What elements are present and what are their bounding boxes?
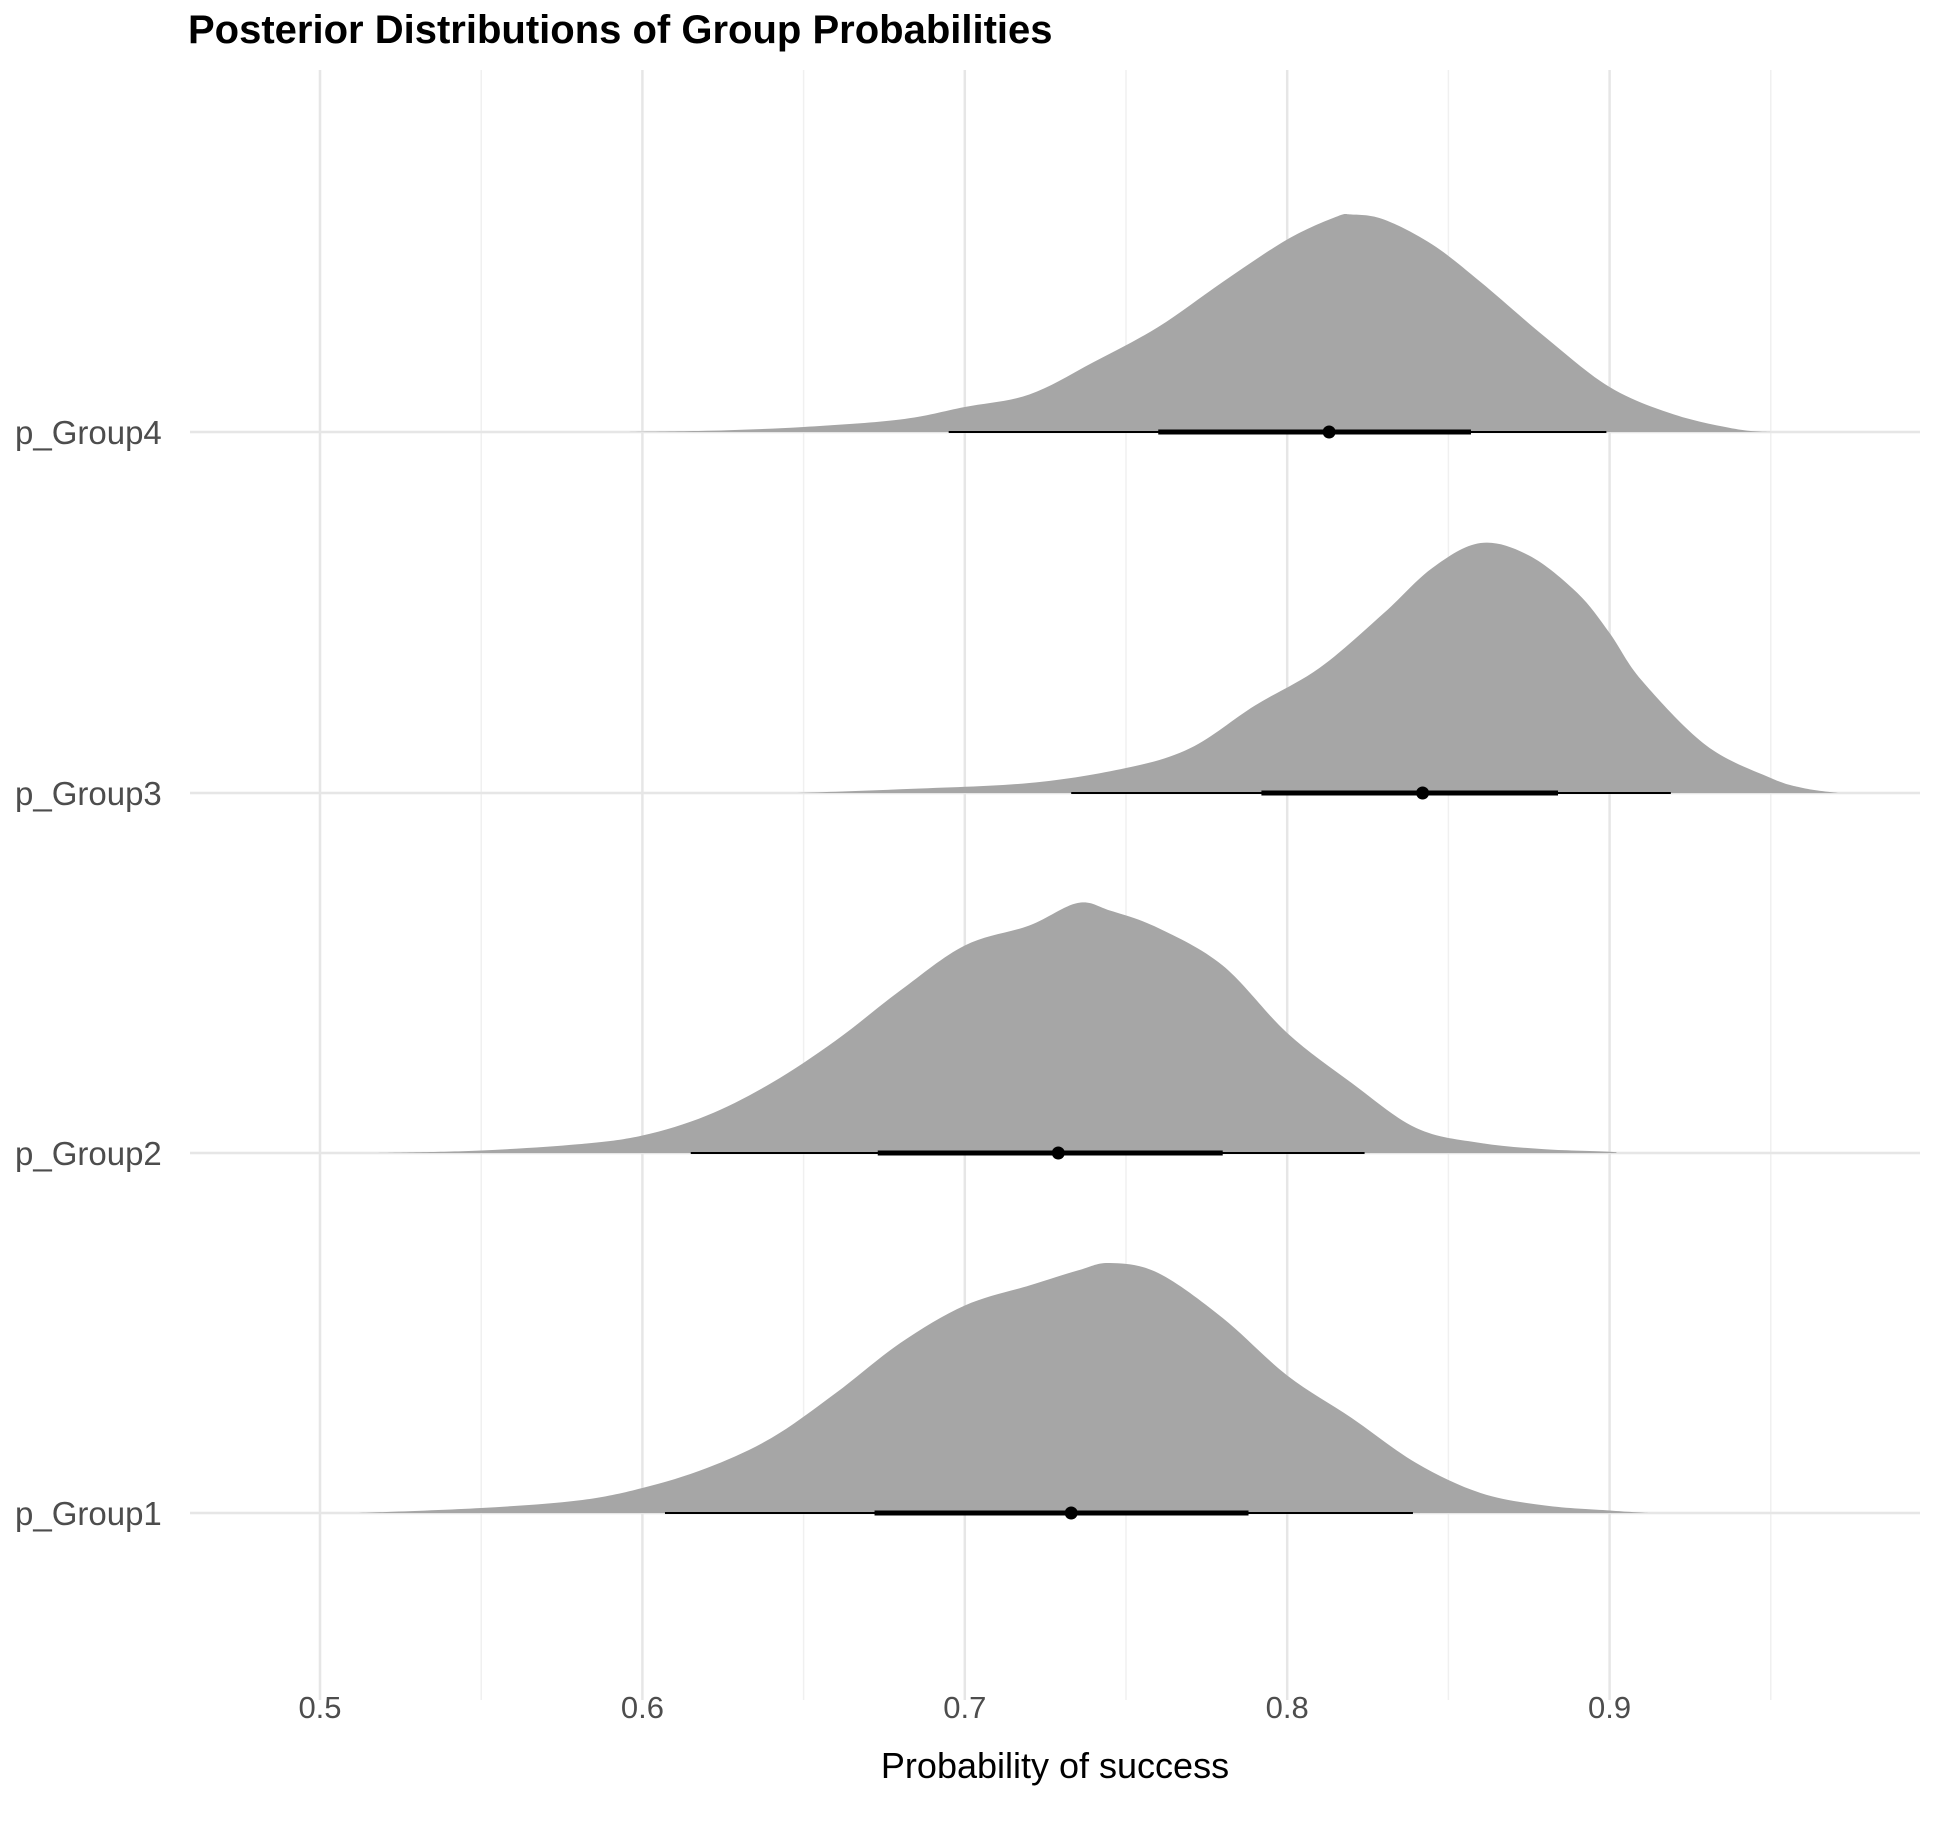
point-estimate-p_Group3 xyxy=(1416,786,1430,800)
y-tick-label-p_Group2: p_Group2 xyxy=(15,1135,162,1172)
point-estimate-p_Group1 xyxy=(1064,1506,1078,1520)
x-tick-label: 0.7 xyxy=(943,1690,986,1725)
density-p_Group2 xyxy=(378,902,1617,1153)
y-tick-label-p_Group4: p_Group4 xyxy=(15,414,162,451)
density-areas xyxy=(358,213,1839,1513)
y-tick-label-p_Group3: p_Group3 xyxy=(15,775,162,812)
y-tick-label-p_Group1: p_Group1 xyxy=(15,1495,162,1532)
x-tick-label: 0.6 xyxy=(621,1690,664,1725)
axis-labels: p_Group1 p_Group2 p_Group3 p_Group4 0.5 0.6 0.… xyxy=(15,414,1631,1725)
density-p_Group4 xyxy=(619,213,1771,432)
x-tick-label: 0.5 xyxy=(298,1690,341,1725)
point-estimate-p_Group2 xyxy=(1051,1146,1065,1160)
x-axis-title: Probability of success xyxy=(880,1745,1230,1786)
point-estimate-p_Group4 xyxy=(1322,425,1336,439)
x-tick-label: 0.9 xyxy=(1588,1690,1631,1725)
density-p_Group3 xyxy=(797,542,1839,793)
x-tick-label: 0.8 xyxy=(1266,1690,1309,1725)
interval-marks xyxy=(664,425,1671,1520)
chart-title: Posterior Distributions of Group Probabi… xyxy=(188,8,1053,52)
density-p_Group1 xyxy=(358,1262,1649,1513)
